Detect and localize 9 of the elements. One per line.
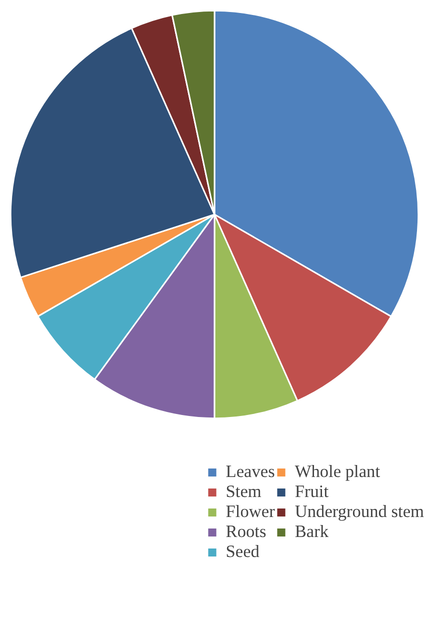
legend-label: Bark: [294, 522, 329, 542]
legend-label: Fruit: [294, 482, 329, 502]
legend-label: Seed: [226, 542, 260, 562]
legend-label: Stem: [226, 482, 262, 502]
legend-label: Underground stem: [294, 502, 424, 522]
legend-label: Flower: [226, 502, 275, 522]
legend-label: Leaves: [226, 462, 275, 482]
legend-label: Whole plant: [294, 462, 380, 482]
legend-label: Roots: [226, 522, 266, 542]
